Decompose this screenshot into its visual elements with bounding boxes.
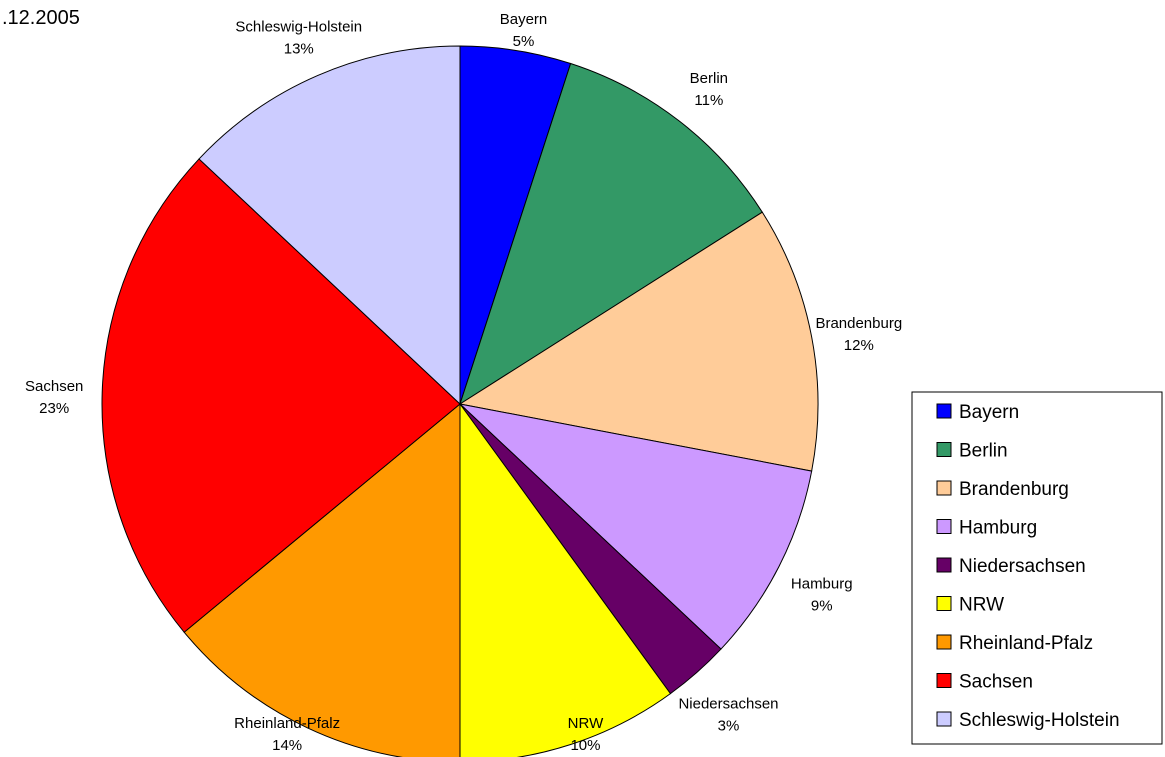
slice-label-percent: 11%: [694, 92, 723, 109]
pie-slice-rheinland-pfalz: [183, 402, 461, 757]
slice-label-name: Hamburg: [791, 575, 853, 592]
legend-box: [911, 391, 1163, 745]
legend-entry: Bayern: [959, 402, 1019, 423]
slice-label-name: NRW: [568, 715, 604, 732]
pie-slice-sachsen: [101, 158, 461, 633]
slice-label-percent: 14%: [272, 737, 302, 754]
slice-label-percent: 5%: [513, 33, 535, 50]
chart-title: .12.2005: [2, 7, 80, 29]
legend: Bayern Berlin Brandenburg Hamburg Niedersach…: [911, 391, 1163, 745]
legend-swatch: [936, 673, 952, 688]
slice-label-name: Niedersachsen: [678, 696, 778, 713]
legend-swatch: [936, 596, 952, 611]
pie-slice-hamburg: [458, 403, 813, 650]
slice-label-percent: 3%: [718, 718, 740, 735]
legend-swatch: [936, 480, 952, 496]
slice-label-name: Rheinland-Pfalz: [234, 715, 340, 732]
slice-label-percent: 12%: [844, 337, 874, 354]
slice-label-percent: 9%: [811, 597, 833, 614]
slice-label-name: Schleswig-Holstein: [235, 18, 362, 35]
legend-swatch: [936, 403, 952, 419]
slice-label-percent: 13%: [284, 40, 314, 57]
legend-swatch: [936, 557, 952, 573]
slice-label-name: Berlin: [690, 70, 728, 87]
pie-labels: Bayern 5% Berlin 11% Brandenburg 12% Hamburg 9%…: [25, 11, 902, 754]
pie-slice-schleswig-holstein: [198, 45, 461, 406]
legend-entry: Berlin: [959, 441, 1008, 462]
slice-label-name: Brandenburg: [815, 315, 902, 332]
legend-entry: Hamburg: [959, 518, 1037, 539]
slice-label-percent: 10%: [570, 737, 600, 754]
slice-label-name: Sachsen: [25, 378, 83, 395]
legend-entry: Niedersachsen: [959, 556, 1086, 577]
legend-entry: Brandenburg: [959, 479, 1069, 500]
legend-entry: Rheinland-Pfalz: [959, 633, 1093, 654]
legend-entry: Schleswig-Holstein: [959, 710, 1120, 731]
slice-label-percent: 23%: [39, 400, 69, 417]
slice-label-name: Bayern: [500, 11, 548, 28]
pie-slice-brandenburg: [458, 211, 819, 472]
legend-swatch: [936, 711, 952, 727]
legend-swatch: [936, 519, 952, 534]
legend-swatch: [936, 442, 952, 457]
legend-entry: Sachsen: [959, 672, 1033, 693]
pie-slices: [101, 45, 819, 757]
pie-slice-berlin: [459, 62, 763, 406]
legend-entry: NRW: [959, 595, 1004, 616]
pie-slice-nrw: [459, 402, 672, 757]
legend-swatch: [936, 634, 952, 650]
